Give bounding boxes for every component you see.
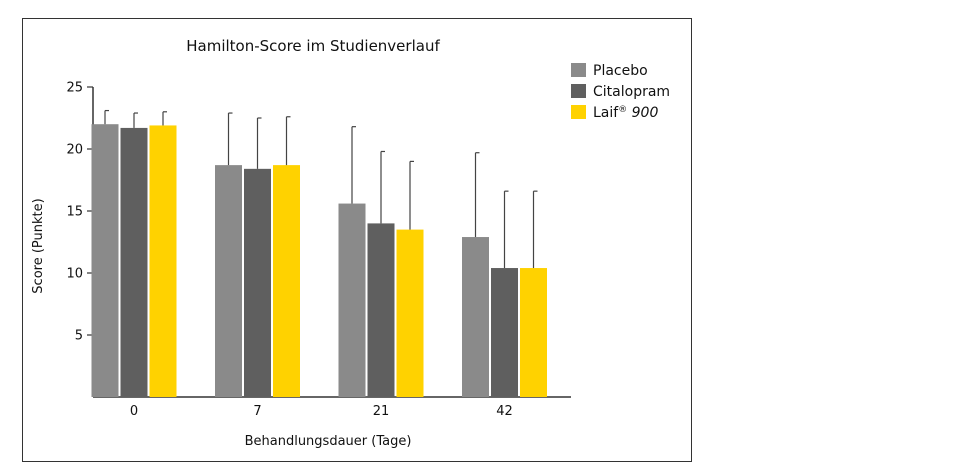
bar-laif-0 [149,125,177,397]
bar-citalopram-21 [367,223,395,397]
legend-label-citalopram: Citalopram [593,84,670,100]
legend-name: Citalopram [593,84,670,100]
bar-placebo-0 [91,124,119,397]
x-tick-label: 21 [373,404,390,419]
bar-laif-7 [273,165,300,397]
legend: Placebo Citalopram Laif® 900 [571,63,670,121]
bar-placebo-21 [338,203,366,397]
x-tick-label: 42 [496,404,513,419]
y-ticks: 5 10 15 20 25 [66,81,93,344]
y-tick-label: 5 [75,329,83,344]
registered-mark: ® [618,105,627,115]
legend-name-suffix: 900 [627,105,658,121]
x-tick-label: 7 [253,404,261,419]
chart-frame: Hamilton-Score im Studienverlauf Score (… [22,18,692,462]
x-tick-label: 0 [130,404,138,419]
error-bars [104,109,538,269]
bar-placebo-7 [215,165,242,397]
y-axis-label-group: Score (Punkte) [31,198,46,293]
bar-chart: Hamilton-Score im Studienverlauf Score (… [31,37,670,449]
legend-swatch-laif [571,105,586,119]
bar-laif-21 [396,229,424,397]
y-tick-label: 20 [66,143,83,158]
legend-swatch-placebo [571,63,586,77]
bars [91,124,547,398]
legend-swatch-citalopram [571,84,586,98]
legend-name: Laif [593,105,619,121]
bar-placebo-42 [462,237,489,397]
bar-citalopram-0 [120,127,148,398]
x-ticks: 0 7 21 42 [130,404,513,419]
chart-title: Hamilton-Score im Studienverlauf [186,37,440,55]
bar-citalopram-7 [244,168,271,397]
y-tick-label: 25 [66,81,83,96]
legend-label-placebo: Placebo [593,63,648,79]
legend-name: Placebo [593,63,648,79]
bar-laif-42 [520,268,547,397]
bar-citalopram-42 [491,268,518,397]
y-tick-label: 15 [66,205,83,220]
y-axis-label: Score (Punkte) [31,198,46,293]
y-tick-label: 10 [66,267,83,282]
legend-label-laif: Laif® 900 [593,105,658,121]
x-axis-label: Behandlungsdauer (Tage) [245,434,412,449]
